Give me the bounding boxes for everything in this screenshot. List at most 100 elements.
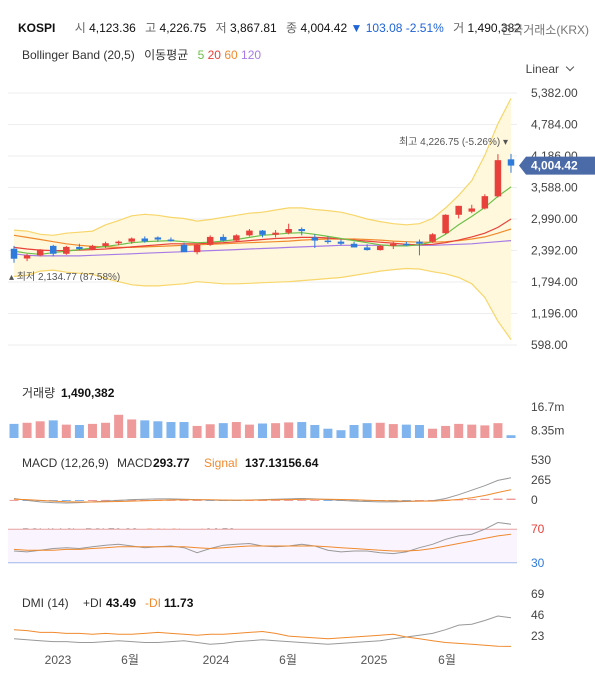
x-tick-label: 2023 bbox=[45, 653, 72, 667]
volume-bar bbox=[244, 424, 254, 438]
candle-body bbox=[350, 243, 358, 248]
macd-histogram-bar bbox=[506, 498, 516, 500]
candle-body bbox=[403, 243, 410, 246]
price-tick-label: 5,382.00 bbox=[531, 86, 578, 100]
ma5-label: 5 bbox=[197, 48, 205, 62]
x-tick-label: 6월 bbox=[438, 653, 456, 667]
close-value: 4,004.42 bbox=[300, 21, 348, 35]
volume-bar bbox=[506, 435, 516, 438]
bollinger-label: Bollinger Band (20,5) bbox=[22, 48, 135, 62]
max-annotation-label: 최고 4,226.75 (-5.26%) ▾ bbox=[399, 136, 508, 148]
exchange-name: 한국거래소(KRX) bbox=[501, 23, 589, 37]
candle-body bbox=[337, 241, 345, 244]
price-tick-label: 1,196.00 bbox=[531, 307, 578, 321]
candle-body bbox=[89, 245, 96, 250]
candle-body bbox=[298, 229, 305, 232]
bollinger-lower-line bbox=[13, 267, 512, 340]
volume-bar bbox=[454, 423, 464, 438]
volume-bar bbox=[336, 430, 346, 438]
minus-di-line bbox=[13, 629, 512, 647]
dmi-title: DMI (14) bbox=[22, 596, 69, 610]
volume-bar bbox=[48, 420, 58, 438]
candle-body bbox=[115, 241, 122, 244]
macd-tick-label: 530 bbox=[531, 453, 551, 467]
candle-body bbox=[154, 237, 162, 240]
volume-bar bbox=[362, 423, 372, 438]
volume-bar bbox=[349, 425, 359, 438]
ma-label: 이동평균 bbox=[144, 48, 189, 62]
volume-bar bbox=[127, 419, 137, 438]
volume-bar bbox=[179, 422, 189, 438]
bollinger-band-area bbox=[14, 98, 511, 340]
candle-body bbox=[363, 247, 371, 251]
ma60-label: 60 bbox=[224, 48, 238, 62]
candle-body bbox=[416, 241, 423, 244]
volume-bar bbox=[493, 423, 503, 438]
macd-histogram-bar bbox=[127, 499, 137, 501]
volume-tick-label: 8.35m bbox=[531, 424, 564, 438]
macd-histogram-bar bbox=[87, 499, 97, 501]
indicator-legend[interactable]: Bollinger Band (20,5) 이동평균 5 20 60 120 bbox=[22, 46, 261, 63]
macd-legend-value: 293.77 bbox=[153, 456, 190, 470]
volume-label: 거 bbox=[453, 21, 465, 35]
candle-body bbox=[481, 196, 489, 209]
candle-body bbox=[102, 243, 109, 246]
volume-bar bbox=[375, 422, 385, 438]
volume-bar bbox=[480, 425, 490, 438]
scale-dropdown[interactable]: Linear bbox=[526, 62, 575, 76]
rsi-tick-label: 70 bbox=[531, 522, 545, 536]
candle-body bbox=[128, 238, 135, 242]
dmi-tick-label: 46 bbox=[531, 608, 545, 622]
volume-value-label: 1,490,382 bbox=[61, 386, 115, 400]
dmi-tick-label: 69 bbox=[531, 587, 545, 601]
macd-histogram-bar bbox=[271, 499, 281, 501]
signal-legend-label: Signal bbox=[204, 456, 237, 470]
candle-body bbox=[455, 205, 462, 215]
volume-bar bbox=[310, 425, 320, 438]
bollinger-upper-line bbox=[13, 98, 512, 236]
x-tick-label: 6월 bbox=[121, 653, 139, 667]
quote-header: KOSPI 시 4,123.36 고 4,226.75 저 3,867.81 종… bbox=[18, 19, 521, 36]
candle-body bbox=[23, 255, 31, 259]
macd-histogram-bar bbox=[284, 499, 294, 501]
macd-histogram-bar bbox=[493, 498, 503, 500]
volume-bar bbox=[467, 424, 477, 438]
macd-histogram-bar bbox=[480, 498, 490, 500]
volume-bar bbox=[9, 423, 19, 438]
change-value: 103.08 bbox=[365, 21, 403, 35]
macd-histogram-bar bbox=[9, 499, 19, 501]
volume-title: 거래량 bbox=[22, 386, 55, 400]
volume-bar bbox=[166, 422, 176, 438]
volume-bar bbox=[388, 424, 398, 438]
macd-histogram-bar bbox=[401, 500, 411, 501]
macd-histogram-bar bbox=[310, 499, 320, 501]
volume-bar bbox=[205, 424, 215, 438]
volume-bar bbox=[192, 425, 202, 438]
plus-di-legend-label: +DI bbox=[83, 596, 102, 610]
candle-body bbox=[141, 238, 149, 242]
macd-histogram-bar bbox=[414, 500, 424, 501]
macd-histogram-bar bbox=[454, 499, 464, 501]
volume-bar bbox=[428, 428, 438, 438]
volume-bar bbox=[297, 422, 307, 438]
candle-body bbox=[468, 208, 476, 212]
volume-tick-label: 16.7m bbox=[531, 400, 564, 414]
macd-histogram-bar bbox=[101, 499, 111, 501]
macd-histogram-bar bbox=[179, 499, 189, 501]
macd-panel bbox=[8, 448, 517, 508]
min-annotation-label: ▴ 최저 2,134.77 (87.58%) bbox=[9, 271, 120, 283]
rsi-signal-line bbox=[13, 533, 512, 552]
candle-body bbox=[324, 240, 332, 243]
macd-histogram-bar bbox=[61, 500, 71, 501]
volume-bar bbox=[271, 423, 281, 438]
minus-di-legend-value: 11.73 bbox=[164, 596, 194, 610]
macd-histogram-bar bbox=[48, 500, 58, 501]
macd-histogram-bar bbox=[74, 500, 84, 501]
candle-body bbox=[193, 244, 201, 253]
volume-bar bbox=[323, 428, 333, 438]
volume-bar bbox=[414, 425, 424, 438]
candle-body bbox=[429, 234, 436, 242]
volume-bar bbox=[22, 422, 32, 438]
volume-value: 1,490,382 bbox=[467, 21, 521, 35]
